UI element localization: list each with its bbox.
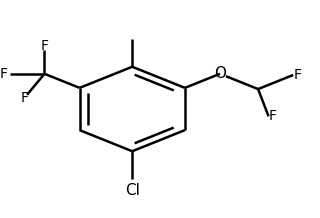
Text: F: F — [268, 109, 276, 123]
Text: F: F — [41, 39, 49, 53]
Text: F: F — [0, 67, 8, 81]
Text: Cl: Cl — [125, 183, 140, 198]
Text: O: O — [214, 66, 226, 81]
Text: F: F — [294, 68, 302, 82]
Text: F: F — [20, 91, 28, 105]
